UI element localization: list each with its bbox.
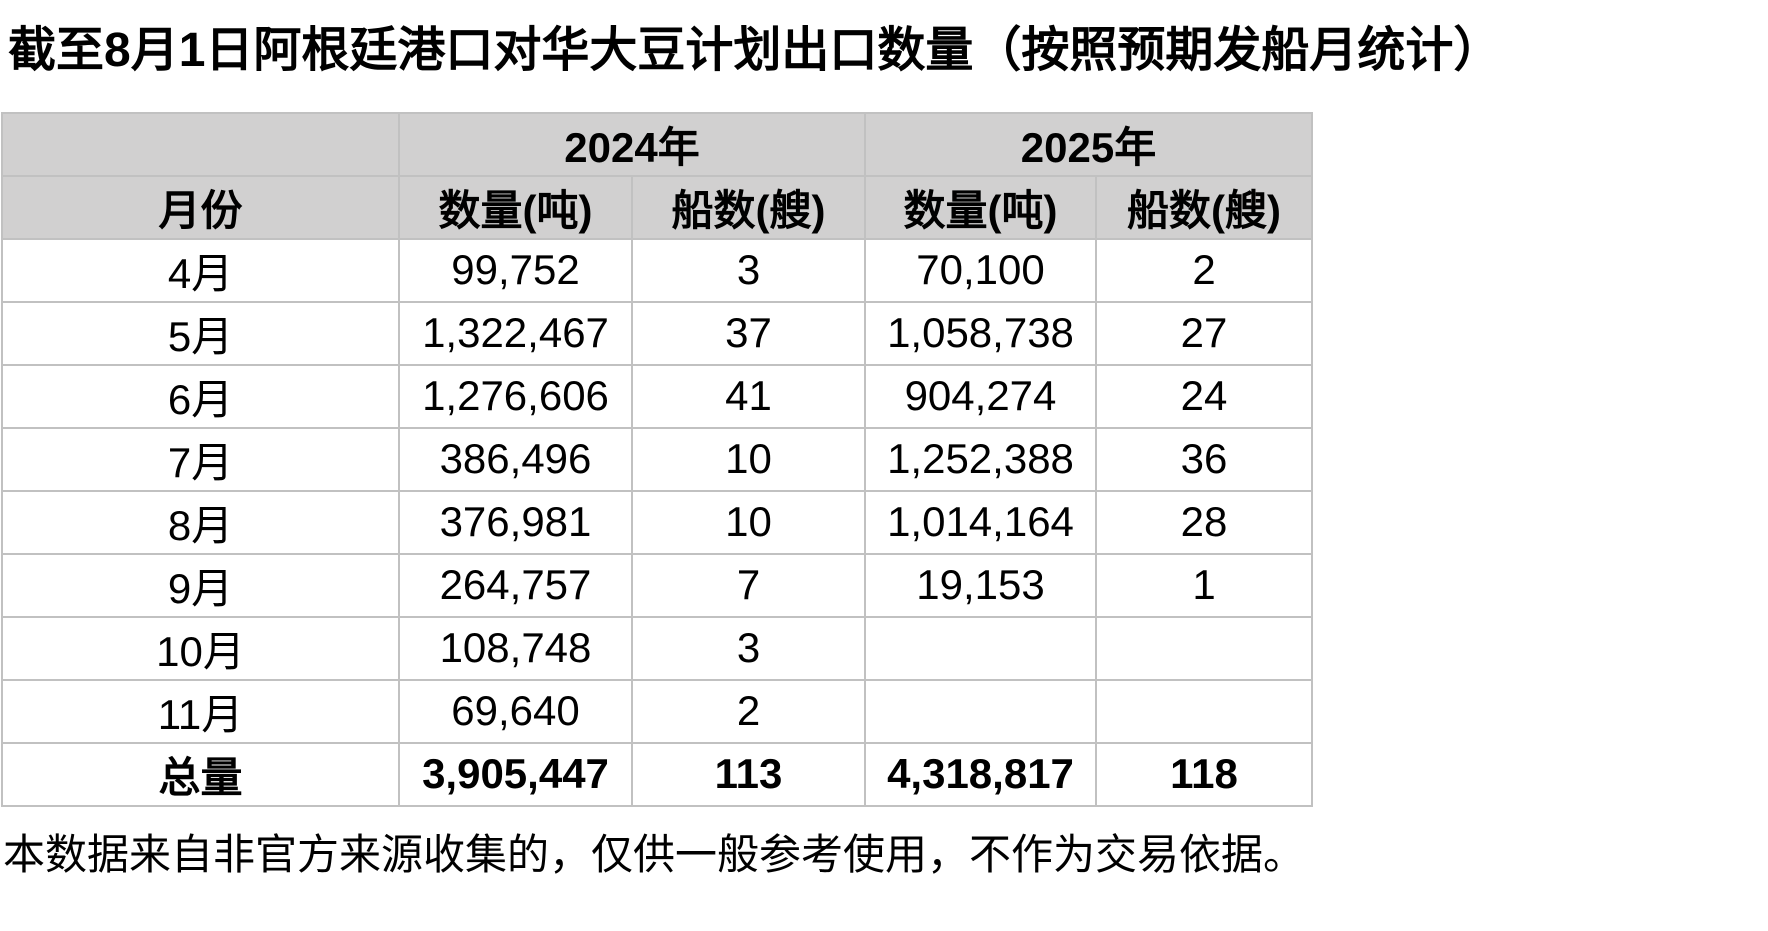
ships-2024-cell: 2 [631,678,866,744]
column-header-month: 月份 [1,174,400,240]
ships-2024-cell: 3 [631,615,866,681]
qty-2024-cell: 1,322,467 [398,300,633,366]
total-ships-2024-cell: 113 [631,741,866,807]
qty-2025-cell: 1,252,388 [864,426,1097,492]
qty-2024-cell: 386,496 [398,426,633,492]
month-cell: 6月 [1,363,400,429]
column-header-ships-2024: 船数(艘) [631,174,866,240]
column-header-ships-2025: 船数(艘) [1095,174,1313,240]
export-data-table: 2024年 2025年 月份 数量(吨) 船数(艘) 数量(吨) 船数(艘) 4… [1,111,1313,807]
column-header-row: 月份 数量(吨) 船数(艘) 数量(吨) 船数(艘) [1,174,1313,240]
table-row: 6月 1,276,606 41 904,274 24 [1,363,1313,429]
table-row: 11月 69,640 2 [1,678,1313,744]
column-header-qty-2024: 数量(吨) [398,174,633,240]
ships-2024-cell: 3 [631,237,866,303]
qty-2025-cell: 1,014,164 [864,489,1097,555]
ships-2024-cell: 10 [631,489,866,555]
table-row: 4月 99,752 3 70,100 2 [1,237,1313,303]
ships-2025-cell [1095,615,1313,681]
month-cell: 4月 [1,237,400,303]
qty-2024-cell: 376,981 [398,489,633,555]
ships-2025-cell: 24 [1095,363,1313,429]
month-cell: 8月 [1,489,400,555]
year-header-2024: 2024年 [398,111,866,177]
month-cell: 9月 [1,552,400,618]
page-title: 截至8月1日阿根廷港口对华大豆计划出口数量（按照预期发船月统计） [8,24,1502,77]
ships-2024-cell: 7 [631,552,866,618]
ships-2025-cell: 27 [1095,300,1313,366]
qty-2025-cell: 70,100 [864,237,1097,303]
total-ships-2025-cell: 118 [1095,741,1313,807]
qty-2024-cell: 99,752 [398,237,633,303]
table-row: 5月 1,322,467 37 1,058,738 27 [1,300,1313,366]
ships-2024-cell: 41 [631,363,866,429]
month-cell: 11月 [1,678,400,744]
qty-2025-cell: 1,058,738 [864,300,1097,366]
month-cell: 5月 [1,300,400,366]
table-row: 7月 386,496 10 1,252,388 36 [1,426,1313,492]
qty-2025-cell [864,678,1097,744]
column-header-qty-2025: 数量(吨) [864,174,1097,240]
ships-2025-cell [1095,678,1313,744]
month-cell: 10月 [1,615,400,681]
year-header-row: 2024年 2025年 [1,111,1313,177]
total-label-cell: 总量 [1,741,400,807]
ships-2025-cell: 28 [1095,489,1313,555]
qty-2024-cell: 108,748 [398,615,633,681]
total-qty-2025-cell: 4,318,817 [864,741,1097,807]
qty-2024-cell: 69,640 [398,678,633,744]
ships-2025-cell: 1 [1095,552,1313,618]
qty-2025-cell [864,615,1097,681]
ships-2025-cell: 36 [1095,426,1313,492]
table-row: 10月 108,748 3 [1,615,1313,681]
ships-2024-cell: 10 [631,426,866,492]
qty-2025-cell: 904,274 [864,363,1097,429]
total-row: 总量 3,905,447 113 4,318,817 118 [1,741,1313,807]
month-cell: 7月 [1,426,400,492]
ships-2024-cell: 37 [631,300,866,366]
table-row: 9月 264,757 7 19,153 1 [1,552,1313,618]
qty-2024-cell: 264,757 [398,552,633,618]
total-qty-2024-cell: 3,905,447 [398,741,633,807]
disclaimer-note: 本数据来自非官方来源收集的，仅供一般参考使用，不作为交易依据。 [3,830,1306,878]
qty-2024-cell: 1,276,606 [398,363,633,429]
table-row: 8月 376,981 10 1,014,164 28 [1,489,1313,555]
corner-empty-cell [1,111,400,177]
year-header-2025: 2025年 [864,111,1313,177]
ships-2025-cell: 2 [1095,237,1313,303]
qty-2025-cell: 19,153 [864,552,1097,618]
